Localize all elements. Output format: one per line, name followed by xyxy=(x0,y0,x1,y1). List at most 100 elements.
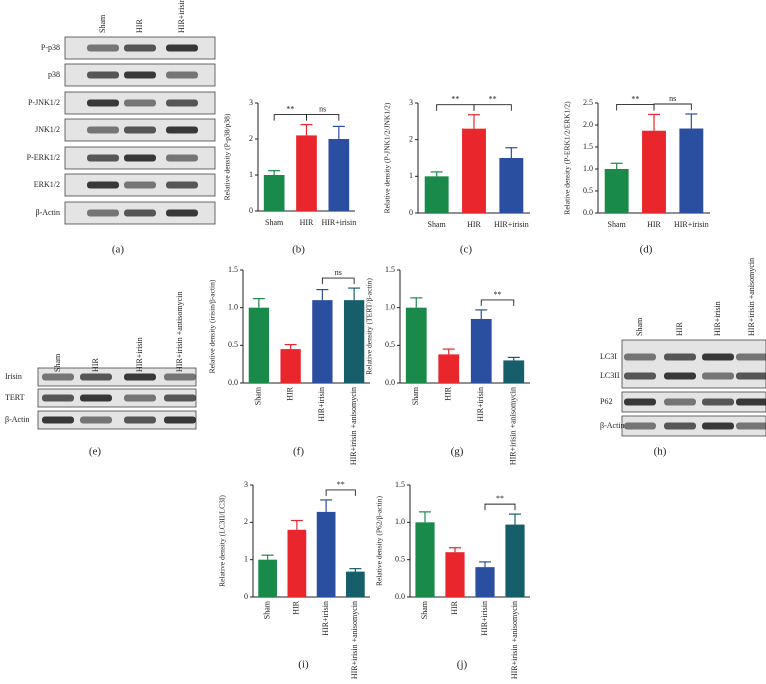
x-tick-label: Sham xyxy=(420,600,429,619)
blot-band xyxy=(166,99,198,107)
blot-frame xyxy=(621,339,766,389)
x-tick-label: HIR xyxy=(467,220,481,229)
blot-band xyxy=(124,99,156,107)
y-tick-label: 0 xyxy=(244,592,248,601)
blot-lane-label: HIR xyxy=(675,322,684,336)
y-tick-label: 0 xyxy=(249,206,253,215)
blot-band xyxy=(664,372,696,380)
blot-row-label: p38 xyxy=(48,70,60,79)
panel-label: (g) xyxy=(451,446,464,458)
y-tick-label: 0.5 xyxy=(228,340,238,349)
x-tick-label: HIR+irisin xyxy=(480,601,489,636)
x-tick-label: Sham xyxy=(262,600,271,619)
x-tick-label: Sham xyxy=(254,386,263,405)
blot-row-label: P-JNK1/2 xyxy=(28,98,60,107)
bar xyxy=(296,135,317,211)
blot-row-label: β-Actin xyxy=(5,415,30,424)
blot-row-label: P62 xyxy=(600,397,612,406)
blot-lane-label: HIR+irisin +antisomycin xyxy=(175,292,184,372)
blot-band xyxy=(87,44,119,52)
blot-band xyxy=(87,126,119,134)
y-axis-label: Relative density (irisin/β-actin) xyxy=(208,279,217,373)
significance-label: ** xyxy=(286,104,294,113)
blot-band xyxy=(124,209,156,217)
significance-bracket xyxy=(484,503,516,511)
y-tick-label: 1.0 xyxy=(583,164,593,173)
blot-band xyxy=(124,416,156,424)
significance-bracket xyxy=(436,104,475,111)
y-tick-label: 0.5 xyxy=(583,186,593,195)
blot-band xyxy=(166,71,198,79)
significance-bracket xyxy=(273,114,307,121)
bar xyxy=(470,318,492,383)
blot-band xyxy=(164,373,196,381)
bar xyxy=(312,300,333,383)
bar xyxy=(499,158,524,213)
blot-row-label: ERK1/2 xyxy=(34,180,60,189)
y-tick-label: 0.0 xyxy=(228,378,238,387)
blot-band xyxy=(87,154,119,162)
blot-band xyxy=(166,44,198,52)
blot-row-label: P-p38 xyxy=(41,43,60,52)
blot-band xyxy=(42,394,74,402)
y-tick-label: 1.5 xyxy=(583,142,593,151)
y-tick-label: 2 xyxy=(244,517,248,526)
y-tick-label: 0.5 xyxy=(385,340,395,349)
panel-label: (h) xyxy=(654,446,667,458)
y-tick-label: 1 xyxy=(244,554,248,563)
x-tick-label: HIR+irisin +anisomycin xyxy=(350,601,359,679)
significance-bracket xyxy=(653,103,692,110)
blot-band xyxy=(124,154,156,162)
panel-label: (f) xyxy=(293,446,304,458)
y-axis-label: Relative density (P-JNK1/2/JNK1/2) xyxy=(383,102,392,213)
blot-band xyxy=(624,398,656,406)
significance-bracket xyxy=(473,104,512,111)
blot-band xyxy=(164,416,196,424)
x-tick-label: HIR xyxy=(300,218,314,227)
significance-bracket xyxy=(321,277,355,285)
blot-band xyxy=(124,126,156,134)
y-tick-label: 2 xyxy=(249,134,253,143)
bar xyxy=(280,349,301,383)
y-tick-label: 1 xyxy=(249,170,253,179)
blot-band xyxy=(624,372,656,380)
bar xyxy=(415,522,435,597)
x-tick-label: Sham xyxy=(428,220,447,229)
y-tick-label: 1.5 xyxy=(228,265,238,274)
bar xyxy=(503,360,525,383)
significance-label: ns xyxy=(335,268,342,277)
blot-lane-label: Sham xyxy=(635,317,644,336)
y-axis-label: Relative density (TERT/β-actin) xyxy=(365,278,374,375)
blot-band xyxy=(736,372,766,380)
bar xyxy=(346,571,365,597)
blot-band xyxy=(124,181,156,189)
bar xyxy=(642,130,666,213)
blot-band xyxy=(702,422,734,430)
blot-band xyxy=(166,181,198,189)
y-tick-label: 0.0 xyxy=(395,592,405,601)
y-tick-label: 1.5 xyxy=(395,480,405,489)
bar xyxy=(505,524,525,597)
bar xyxy=(405,307,427,383)
x-tick-label: HIR xyxy=(285,386,294,400)
x-tick-label: HIR xyxy=(292,600,301,614)
blot-band xyxy=(624,422,656,430)
significance-bracket xyxy=(616,103,655,111)
significance-label: ns xyxy=(669,94,676,103)
bar xyxy=(679,128,704,213)
blot-band xyxy=(736,398,766,406)
blot-row-label: P-ERK1/2 xyxy=(27,153,60,162)
blot-band xyxy=(42,416,74,424)
panel-label: (j) xyxy=(457,659,468,671)
bar xyxy=(604,169,629,213)
y-tick-label: 2 xyxy=(409,134,413,143)
panel-label: (a) xyxy=(112,244,125,256)
x-tick-label: HIR+irisin +anisomycin xyxy=(510,601,519,679)
x-tick-label: Sham xyxy=(265,218,284,227)
significance-label: ** xyxy=(494,290,502,299)
blot-band xyxy=(664,353,696,361)
bar xyxy=(462,128,486,213)
blot-band xyxy=(124,394,156,402)
significance-bracket xyxy=(480,299,515,306)
y-tick-label: 0.5 xyxy=(395,554,405,563)
